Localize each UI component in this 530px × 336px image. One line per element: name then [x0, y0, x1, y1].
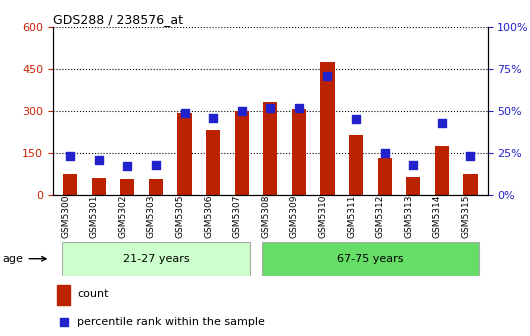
- Point: [180, 110, 189, 115]
- Text: GSM5305: GSM5305: [175, 195, 184, 238]
- Text: GSM5314: GSM5314: [433, 195, 442, 238]
- Text: GSM5315: GSM5315: [462, 195, 471, 238]
- Bar: [263, 102, 277, 195]
- Bar: [149, 179, 163, 195]
- FancyBboxPatch shape: [262, 242, 479, 276]
- Bar: [178, 113, 192, 195]
- Text: GSM5312: GSM5312: [376, 195, 385, 238]
- Text: 67-75 years: 67-75 years: [337, 254, 404, 264]
- Text: age: age: [3, 254, 46, 264]
- Text: GSM5310: GSM5310: [319, 195, 328, 238]
- Point: [94, 157, 103, 162]
- Text: GSM5301: GSM5301: [90, 195, 99, 238]
- Bar: [292, 110, 306, 195]
- Bar: [435, 146, 449, 195]
- Text: GSM5311: GSM5311: [347, 195, 356, 238]
- Text: percentile rank within the sample: percentile rank within the sample: [77, 317, 265, 327]
- Bar: [320, 62, 334, 195]
- Point: [209, 115, 217, 120]
- Text: GSM5308: GSM5308: [261, 195, 270, 238]
- Bar: [92, 178, 106, 195]
- Point: [295, 105, 303, 110]
- Text: GDS288 / 238576_at: GDS288 / 238576_at: [53, 13, 183, 26]
- Bar: [406, 177, 420, 195]
- Bar: [206, 130, 220, 195]
- Point: [381, 150, 389, 156]
- Point: [123, 164, 131, 169]
- Text: GSM5300: GSM5300: [61, 195, 70, 238]
- Point: [66, 154, 74, 159]
- Text: GSM5307: GSM5307: [233, 195, 242, 238]
- Text: GSM5309: GSM5309: [290, 195, 299, 238]
- Point: [266, 105, 275, 110]
- Text: 21-27 years: 21-27 years: [122, 254, 189, 264]
- Point: [409, 162, 418, 167]
- Text: GSM5302: GSM5302: [118, 195, 127, 238]
- Bar: [120, 179, 135, 195]
- Text: GSM5303: GSM5303: [147, 195, 156, 238]
- Text: count: count: [77, 289, 109, 299]
- Bar: [349, 135, 363, 195]
- Point: [438, 120, 446, 125]
- Text: GSM5306: GSM5306: [204, 195, 213, 238]
- Text: GSM5313: GSM5313: [404, 195, 413, 238]
- FancyBboxPatch shape: [61, 242, 250, 276]
- Bar: [57, 285, 69, 304]
- Point: [237, 108, 246, 114]
- Point: [323, 73, 332, 78]
- Point: [352, 117, 360, 122]
- Bar: [377, 159, 392, 195]
- Bar: [63, 174, 77, 195]
- Point: [60, 319, 68, 325]
- Point: [466, 154, 475, 159]
- Point: [152, 162, 160, 167]
- Bar: [235, 111, 249, 195]
- Bar: [463, 174, 478, 195]
